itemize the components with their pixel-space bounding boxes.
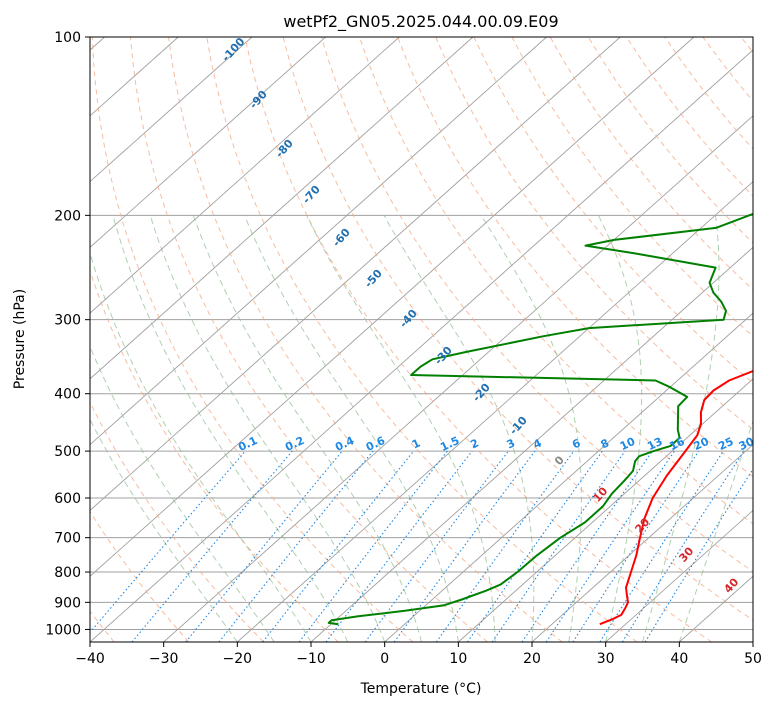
isotherm-line (90, 37, 326, 248)
y-tick-label: 700 (54, 531, 81, 547)
y-tick-label: 900 (54, 595, 81, 611)
mixing-ratio-line (393, 450, 536, 642)
isotherm-line (90, 37, 474, 380)
mixing-ratio-line (364, 450, 509, 642)
x-tick-label: −30 (149, 651, 179, 667)
dry-adiabat-line (130, 37, 488, 642)
mixing-ratio-line (467, 450, 603, 642)
isotherm-line (90, 37, 253, 183)
x-tick-label: −40 (75, 651, 105, 667)
y-tick-label: 1000 (45, 622, 81, 638)
grid-layer (90, 37, 753, 642)
isotherm-line (90, 49, 753, 642)
moist-adiabat-line (90, 345, 275, 642)
y-tick-label: 300 (54, 313, 81, 329)
x-tick-label: 30 (597, 651, 615, 667)
mixing-ratio-label: 30 (737, 435, 757, 453)
temperature-line (599, 370, 753, 626)
mixing-ratio-line (491, 450, 626, 642)
mixing-ratio-line (621, 450, 745, 642)
moist-adiabat-line (597, 215, 643, 642)
profile-layer (327, 212, 753, 626)
mixing-ratio-line (435, 450, 575, 642)
moist-adiabat-line (90, 418, 238, 642)
dry-adiabat-line (244, 37, 712, 642)
mixing-ratio-line (545, 450, 675, 642)
plot-frame (89, 36, 754, 643)
dry-adiabat-line (282, 37, 753, 621)
isotherm-line (163, 115, 753, 642)
dewpoint-line (327, 212, 753, 626)
moist-adiabat-line (192, 215, 422, 642)
moist-adiabat-line (90, 251, 312, 642)
mixing-ratio-line (521, 450, 653, 642)
isotherm-line (90, 37, 621, 512)
isotherm-line (531, 444, 753, 642)
moist-adiabat-line (480, 215, 582, 642)
moist-adiabat-line (243, 215, 459, 642)
x-tick-label: −10 (296, 651, 326, 667)
y-tick-label: 400 (54, 387, 81, 403)
mixing-ratio-label: 20 (692, 435, 712, 453)
mixing-ratio-label: 13 (645, 435, 664, 453)
mixing-ratio-line (131, 450, 293, 642)
isotherm-line (90, 37, 695, 577)
moist-adiabat-line (383, 215, 535, 642)
mixing-ratio-line (599, 450, 724, 642)
y-axis-title: Pressure (hPa) (12, 289, 28, 389)
mixing-ratio-line (572, 450, 700, 642)
mixing-ratio-layer (90, 450, 753, 642)
mixing-ratio-label: 25 (716, 435, 735, 453)
dry-adiabat-line (90, 269, 339, 642)
mixing-ratio-label: 10 (618, 435, 638, 453)
isotherm-line (90, 37, 400, 314)
moist-adiabat-line (112, 215, 349, 642)
isotherm-line (237, 180, 753, 642)
mixing-ratio-line (218, 450, 374, 642)
dry-adiabat-line (91, 37, 414, 642)
isotherm-line (458, 378, 753, 642)
mixing-ratio-line (185, 450, 343, 642)
x-tick-label: 50 (744, 651, 762, 667)
mixing-ratio-label: 16 (667, 435, 687, 453)
adiabat-layer (90, 37, 753, 642)
dry-adiabat-line (90, 400, 264, 642)
x-tick-label: −20 (223, 651, 253, 667)
dry-adiabat-line (90, 510, 190, 642)
dry-adiabat-line (473, 37, 753, 384)
axis-layer: −40 −30 −20 −10 0 10 20 30 40 50 100 200 300 400 500 60… (45, 30, 762, 667)
x-tick-label: 40 (670, 651, 688, 667)
chart-title: wetPf2_GN05.2025.044.00.09.E09 (283, 12, 558, 32)
x-tick-label: 10 (449, 651, 467, 667)
moist-adiabat-line (306, 215, 496, 642)
y-tick-label: 800 (54, 565, 81, 581)
y-tick-label: 100 (54, 30, 81, 46)
dry-adiabat-line (168, 37, 563, 642)
isotherm-line (605, 509, 753, 642)
y-tick-label: 200 (54, 208, 81, 224)
moist-adiabat-line (149, 215, 386, 642)
x-tick-label: 0 (380, 651, 389, 667)
dry-adiabat-line (511, 37, 753, 337)
isotherm-line (384, 312, 753, 642)
x-axis-title: Temperature (°C) (360, 681, 482, 697)
y-tick-label: 500 (54, 444, 81, 460)
dry-adiabat-line (435, 37, 753, 431)
y-tick-label: 600 (54, 491, 81, 507)
moist-adiabat-line (678, 419, 753, 642)
isotherm-line (90, 37, 547, 446)
x-tick-label: 20 (523, 651, 541, 667)
